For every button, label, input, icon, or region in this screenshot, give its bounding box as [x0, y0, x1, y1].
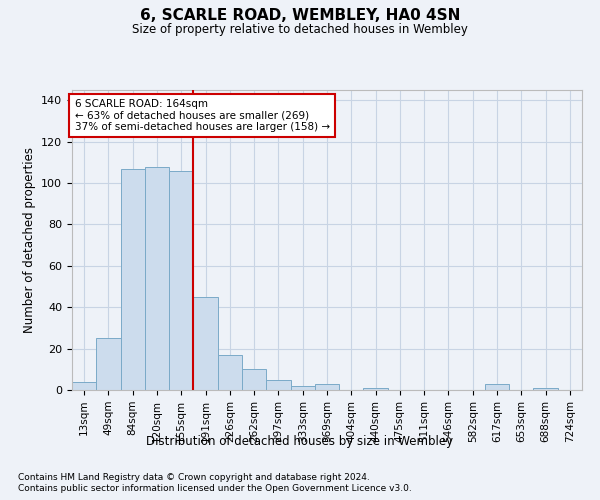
Text: Distribution of detached houses by size in Wembley: Distribution of detached houses by size …	[146, 435, 454, 448]
Bar	[485, 384, 509, 390]
Y-axis label: Number of detached properties: Number of detached properties	[23, 147, 35, 333]
Bar	[266, 380, 290, 390]
Bar	[364, 388, 388, 390]
Bar	[218, 355, 242, 390]
Bar	[315, 384, 339, 390]
Text: 6, SCARLE ROAD, WEMBLEY, HA0 4SN: 6, SCARLE ROAD, WEMBLEY, HA0 4SN	[140, 8, 460, 22]
Text: Size of property relative to detached houses in Wembley: Size of property relative to detached ho…	[132, 22, 468, 36]
Text: Contains HM Land Registry data © Crown copyright and database right 2024.: Contains HM Land Registry data © Crown c…	[18, 472, 370, 482]
Bar	[121, 168, 145, 390]
Bar	[169, 170, 193, 390]
Bar	[193, 297, 218, 390]
Bar	[96, 338, 121, 390]
Text: 6 SCARLE ROAD: 164sqm
← 63% of detached houses are smaller (269)
37% of semi-det: 6 SCARLE ROAD: 164sqm ← 63% of detached …	[74, 99, 329, 132]
Bar	[533, 388, 558, 390]
Bar	[145, 166, 169, 390]
Bar	[72, 382, 96, 390]
Bar	[242, 370, 266, 390]
Text: Contains public sector information licensed under the Open Government Licence v3: Contains public sector information licen…	[18, 484, 412, 493]
Bar	[290, 386, 315, 390]
